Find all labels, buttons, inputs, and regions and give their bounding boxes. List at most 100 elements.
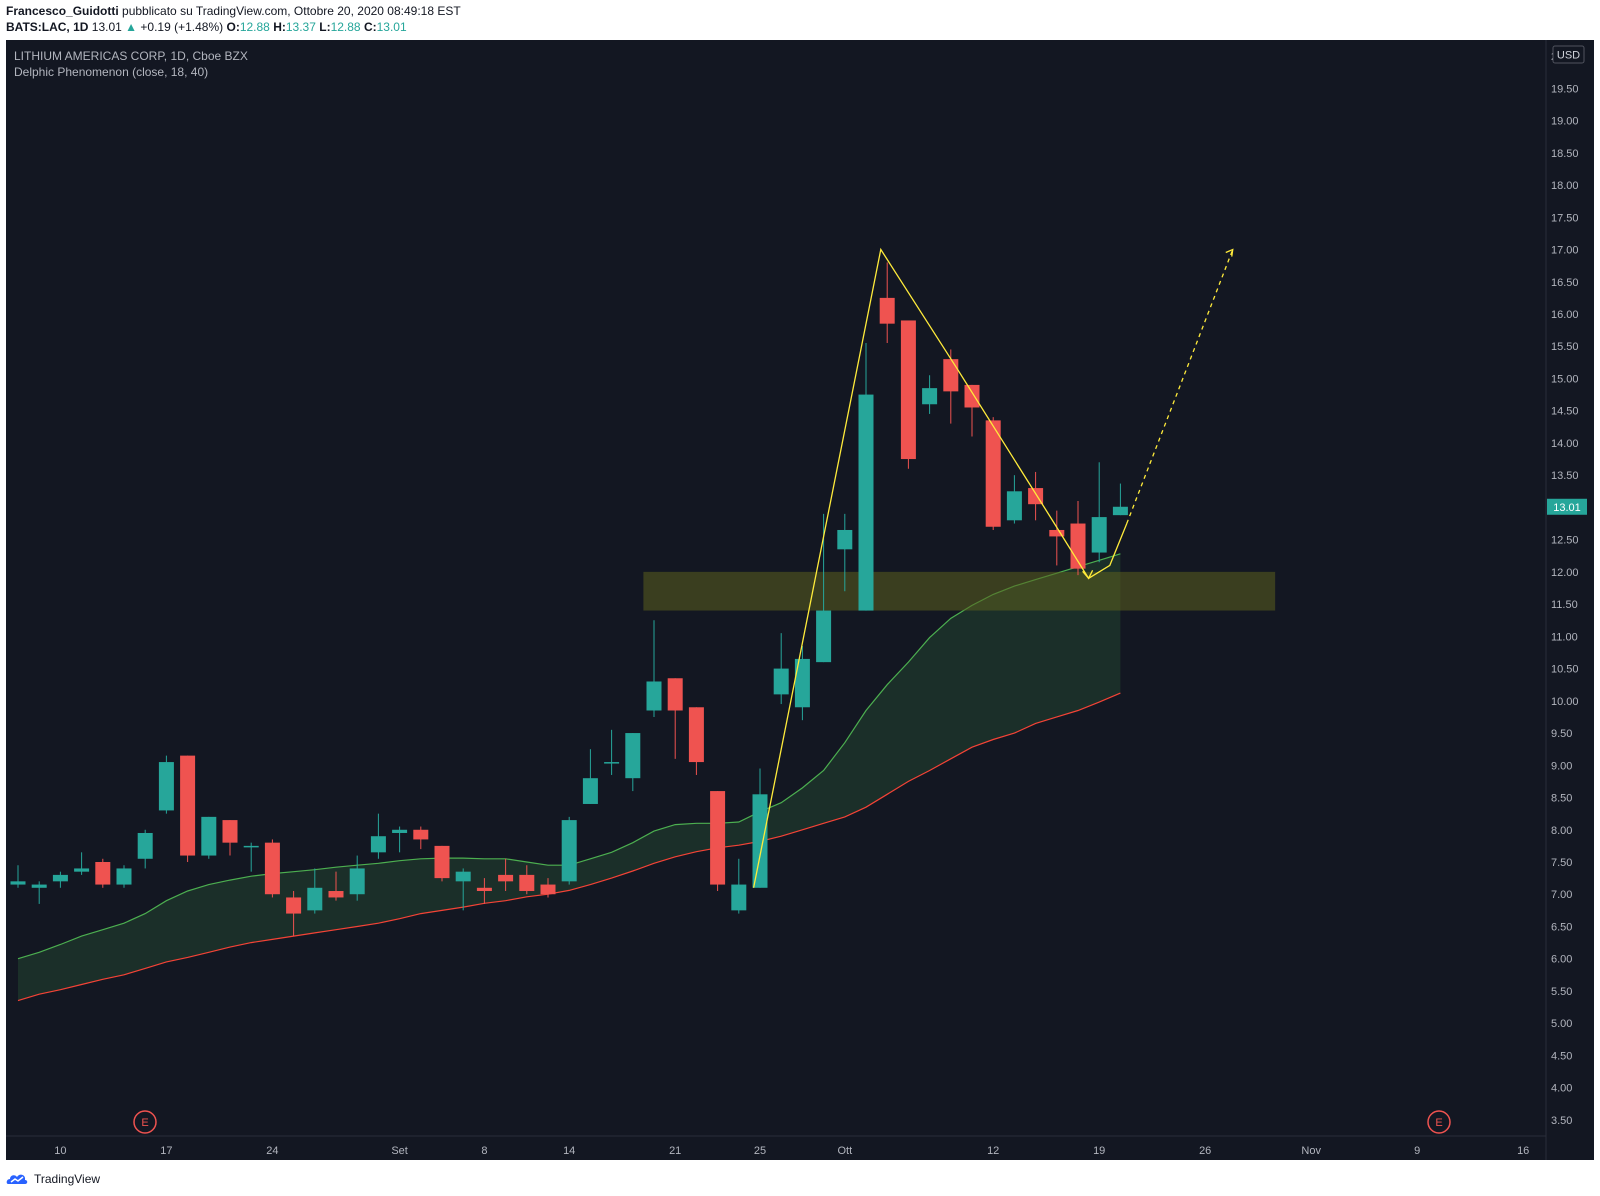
candle-body bbox=[1091, 517, 1107, 553]
publish-info: Francesco_Guidotti pubblicato su Trading… bbox=[6, 3, 461, 35]
price-axis-tick-label: 14.00 bbox=[1551, 438, 1579, 450]
candle-body bbox=[116, 868, 132, 885]
price-axis-tick-label: 14.50 bbox=[1551, 406, 1579, 418]
candle-body bbox=[413, 829, 429, 840]
candle bbox=[985, 417, 1001, 530]
brand-footer[interactable]: TradingView bbox=[6, 1164, 100, 1194]
earnings-marker-left[interactable]: E bbox=[133, 1110, 157, 1134]
time-axis-tick-label: 26 bbox=[1199, 1145, 1211, 1157]
candle bbox=[773, 633, 789, 705]
candle bbox=[31, 881, 47, 904]
candle-body bbox=[52, 874, 68, 882]
candle bbox=[1006, 475, 1022, 524]
candle bbox=[10, 865, 26, 888]
candle-body bbox=[710, 791, 726, 885]
price-axis-tick-label: 4.00 bbox=[1551, 1083, 1572, 1095]
time-axis-tick-label: 16 bbox=[1517, 1145, 1529, 1157]
price-axis-tick-label: 5.00 bbox=[1551, 1018, 1572, 1030]
price-axis-tick-label: 11.00 bbox=[1551, 631, 1578, 643]
candle-body bbox=[604, 762, 620, 764]
candle bbox=[667, 678, 683, 759]
time-axis-tick-label: 24 bbox=[266, 1145, 278, 1157]
candle-body bbox=[1112, 506, 1128, 516]
price-axis-tick-label: 10.50 bbox=[1551, 664, 1579, 676]
candle-body bbox=[1049, 529, 1065, 537]
candle-body bbox=[582, 778, 598, 804]
candle-body bbox=[74, 868, 90, 872]
candle-body bbox=[943, 359, 959, 392]
earnings-marker-right[interactable]: E bbox=[1427, 1110, 1451, 1134]
candle bbox=[794, 646, 810, 721]
candle bbox=[455, 868, 471, 911]
candle-body bbox=[180, 755, 196, 856]
candle bbox=[858, 343, 874, 611]
candle-body bbox=[540, 884, 556, 895]
candle bbox=[116, 865, 132, 888]
candle bbox=[582, 749, 598, 804]
price-axis-tick-label: 9.50 bbox=[1551, 728, 1572, 740]
earnings-circle bbox=[1427, 1110, 1451, 1134]
currency-label: USD bbox=[1557, 50, 1580, 62]
candle bbox=[752, 768, 768, 888]
price-axis-tick-label: 17.50 bbox=[1551, 212, 1579, 224]
candle-body bbox=[286, 897, 302, 914]
indicator-label: Delphic Phenomenon (close, 18, 40) bbox=[14, 65, 209, 79]
candle-body bbox=[349, 868, 365, 895]
candle bbox=[307, 868, 323, 914]
candle-body bbox=[985, 420, 1001, 527]
candle bbox=[74, 852, 90, 875]
candle-body bbox=[307, 887, 323, 911]
candle-body bbox=[243, 845, 259, 848]
candle-body bbox=[879, 297, 895, 324]
price-axis-tick-label: 11.50 bbox=[1551, 599, 1578, 611]
time-axis-tick-label: 12 bbox=[987, 1145, 999, 1157]
candle bbox=[519, 865, 535, 895]
candle bbox=[52, 871, 68, 888]
currency-badge-box bbox=[1552, 45, 1585, 64]
candle-body bbox=[519, 874, 535, 892]
time-axis-tick-label: Nov bbox=[1301, 1145, 1321, 1157]
support-zone bbox=[643, 571, 1276, 611]
price-axis-tick-label: 16.50 bbox=[1551, 277, 1579, 289]
candle-body bbox=[31, 884, 47, 888]
candle bbox=[349, 855, 365, 901]
candle-body bbox=[498, 874, 514, 882]
price-axis-tick-label: 8.00 bbox=[1551, 825, 1572, 837]
candle-body bbox=[392, 829, 408, 833]
candle bbox=[137, 829, 153, 869]
currency-badge[interactable]: USD bbox=[1552, 45, 1585, 64]
candle bbox=[540, 878, 556, 898]
projection-arrowhead bbox=[1225, 248, 1234, 257]
last-price-tag-box bbox=[1547, 498, 1587, 515]
candle-body bbox=[328, 891, 344, 898]
candle bbox=[158, 755, 174, 814]
candle-body bbox=[900, 320, 916, 460]
candle bbox=[625, 733, 641, 792]
candle-body bbox=[561, 820, 577, 882]
candle bbox=[476, 878, 492, 904]
candle-body bbox=[731, 884, 747, 911]
candle bbox=[604, 729, 620, 775]
candle bbox=[561, 816, 577, 885]
slow-line bbox=[17, 692, 1121, 1002]
open-value: 12.88 bbox=[239, 20, 270, 34]
candle bbox=[392, 826, 408, 853]
candle bbox=[286, 891, 302, 937]
candle bbox=[370, 813, 386, 859]
candle-body bbox=[688, 707, 704, 763]
price-axis-tick-label: 18.50 bbox=[1551, 148, 1579, 160]
time-axis-tick-label: 25 bbox=[754, 1145, 766, 1157]
candle bbox=[943, 349, 959, 424]
candle bbox=[900, 320, 916, 469]
chart-legend: LITHIUM AMERICAS CORP, 1D, Cboe BZX Delp… bbox=[14, 48, 248, 80]
candle-body bbox=[137, 832, 153, 859]
symbol-title: LITHIUM AMERICAS CORP, 1D, Cboe BZX bbox=[14, 49, 248, 63]
candle bbox=[646, 620, 662, 717]
pattern-line bbox=[752, 247, 1128, 888]
change-arrow-icon: ▲ bbox=[125, 20, 138, 34]
open-label: O: bbox=[226, 20, 240, 34]
price-axis-tick-label: 7.50 bbox=[1551, 857, 1572, 869]
candle bbox=[180, 755, 196, 862]
price-axis-tick-label: 10.00 bbox=[1551, 696, 1579, 708]
